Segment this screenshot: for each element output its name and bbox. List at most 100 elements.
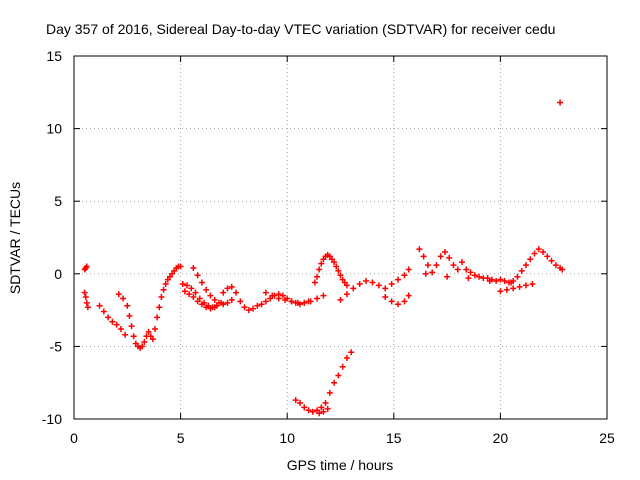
data-point <box>333 263 340 270</box>
data-point <box>186 291 193 298</box>
data-point <box>205 302 212 309</box>
data-point <box>437 253 444 260</box>
data-point <box>463 266 470 273</box>
data-point <box>337 296 344 303</box>
data-point <box>250 305 257 312</box>
data-point <box>160 286 167 293</box>
x-tick-label: 25 <box>599 430 615 446</box>
data-point <box>228 296 235 303</box>
data-point <box>190 264 197 271</box>
data-point <box>363 278 370 285</box>
data-point <box>518 267 525 274</box>
grid-lines <box>74 56 607 419</box>
axis-ticks <box>73 55 608 420</box>
data-point <box>441 249 448 256</box>
data-point <box>335 372 342 379</box>
data-point <box>233 289 240 296</box>
data-point <box>117 325 124 332</box>
y-tick-label: -10 <box>42 411 62 427</box>
data-point <box>279 292 286 299</box>
data-point <box>139 343 146 350</box>
data-point <box>237 298 244 305</box>
data-point <box>318 260 325 267</box>
data-point <box>531 250 538 257</box>
data-point <box>405 266 412 273</box>
data-point <box>497 288 504 295</box>
data-point <box>388 280 395 287</box>
data-point <box>444 273 451 280</box>
data-point <box>154 314 161 321</box>
data-point <box>514 273 521 280</box>
data-point <box>241 304 248 311</box>
data-point <box>476 273 483 280</box>
data-point <box>422 270 429 277</box>
data-point <box>262 289 269 296</box>
data-point <box>471 272 478 279</box>
data-point <box>395 301 402 308</box>
data-point <box>544 253 551 260</box>
x-tick-label: 10 <box>279 430 295 446</box>
data-point <box>405 292 412 299</box>
y-tick-label: 0 <box>54 266 62 282</box>
data-point <box>316 410 323 417</box>
data-point <box>141 339 148 346</box>
data-point <box>522 262 529 269</box>
data-point <box>301 299 308 306</box>
data-point <box>149 336 156 343</box>
data-point <box>516 283 523 290</box>
data-point <box>292 397 299 404</box>
data-point <box>331 259 338 266</box>
data-point <box>486 278 493 285</box>
data-point <box>158 294 165 301</box>
data-point <box>296 400 303 407</box>
x-tick-label: 15 <box>386 430 402 446</box>
data-point <box>450 262 457 269</box>
y-tick-labels: -10 -5 0 5 10 15 <box>42 48 62 427</box>
data-point <box>535 246 542 253</box>
data-point <box>275 295 282 302</box>
data-point <box>331 379 338 386</box>
plot-frame <box>73 55 608 420</box>
data-point <box>269 292 276 299</box>
data-point <box>465 275 472 282</box>
data-point <box>322 400 329 407</box>
data-point <box>510 285 517 292</box>
data-point <box>307 298 314 305</box>
data-point <box>375 282 382 289</box>
y-tick-label: 15 <box>46 48 62 64</box>
data-point <box>288 298 295 305</box>
x-tick-label: 20 <box>493 430 509 446</box>
chart-title: Day 357 of 2016, Sidereal Day-to-day VTE… <box>46 21 555 37</box>
data-point <box>424 262 431 269</box>
data-point <box>254 302 261 309</box>
data-point <box>416 246 423 253</box>
data-point <box>113 321 120 328</box>
data-point <box>96 302 103 309</box>
data-point <box>109 318 116 325</box>
data-point <box>181 288 188 295</box>
data-point <box>339 363 346 370</box>
data-point <box>348 349 355 356</box>
data-point <box>343 282 350 289</box>
data-point <box>522 282 529 289</box>
data-point <box>559 266 566 273</box>
data-point <box>320 292 327 299</box>
data-point <box>207 292 214 299</box>
data-point <box>324 405 331 412</box>
data-point <box>401 272 408 279</box>
data-point <box>503 286 510 293</box>
data-point <box>429 269 436 276</box>
data-point <box>552 262 559 269</box>
data-point <box>245 307 252 314</box>
y-tick-label: 10 <box>46 121 62 137</box>
data-point <box>156 304 163 311</box>
data-point <box>540 249 547 256</box>
data-point <box>81 289 88 296</box>
data-point <box>100 308 107 315</box>
data-point <box>128 323 135 330</box>
data-point <box>395 276 402 283</box>
data-point <box>262 298 269 305</box>
data-point <box>557 99 564 106</box>
data-point <box>190 294 197 301</box>
